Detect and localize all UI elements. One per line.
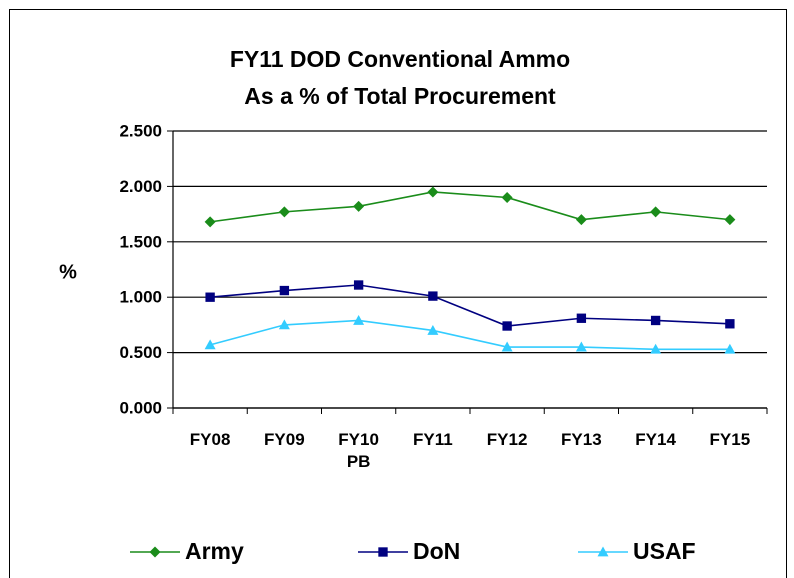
x-tick-label: FY09 <box>264 430 305 449</box>
legend-marker <box>378 547 388 557</box>
y-tick-label: 1.500 <box>119 232 162 251</box>
data-point <box>205 292 215 302</box>
data-point <box>428 291 438 301</box>
data-point <box>502 321 512 331</box>
data-point <box>724 214 736 226</box>
legend-label: USAF <box>633 538 696 564</box>
x-tick-label: FY10 PB <box>338 430 379 471</box>
data-point <box>650 343 662 354</box>
data-point <box>650 315 661 326</box>
data-point <box>725 319 735 329</box>
y-axis-label: % <box>59 261 77 283</box>
legend-marker <box>149 546 161 558</box>
series-line <box>210 284 730 327</box>
data-point <box>353 280 364 290</box>
chart-title: FY11 DOD Conventional Ammo As a % of Tot… <box>229 46 571 109</box>
data-point <box>724 343 736 354</box>
data-point <box>575 214 587 226</box>
y-tick-label: 2.000 <box>119 177 162 196</box>
legend-label: Army <box>185 538 244 564</box>
data-point <box>353 314 365 325</box>
x-tick-label: FY11 <box>413 430 453 449</box>
data-point <box>501 191 513 203</box>
data-point <box>427 324 439 335</box>
data-point <box>279 285 290 296</box>
y-tick-label: 0.500 <box>119 343 162 362</box>
x-tick-label: FY15 <box>709 430 751 449</box>
data-point <box>501 341 513 352</box>
data-point <box>427 186 439 198</box>
y-tick-label: 1.000 <box>119 288 162 307</box>
legend-label: DoN <box>413 538 460 564</box>
x-tick-label: FY12 <box>486 430 528 449</box>
legend-marker <box>597 546 609 557</box>
data-point <box>353 200 365 212</box>
series-line <box>209 319 730 351</box>
data-point <box>576 313 587 323</box>
y-tick-label: 0.000 <box>119 398 162 417</box>
chart-frame <box>9 9 787 578</box>
data-point <box>575 341 587 352</box>
data-point <box>278 206 290 218</box>
data-point <box>650 206 662 218</box>
x-tick-label: FY14 <box>635 430 676 449</box>
x-tick-label: FY13 <box>561 430 602 449</box>
x-tick-label: FY08 <box>189 430 231 449</box>
data-point <box>204 216 216 228</box>
data-point <box>278 319 290 330</box>
series-line <box>210 191 730 223</box>
y-tick-label: 2.500 <box>119 121 162 140</box>
data-point <box>204 339 216 350</box>
